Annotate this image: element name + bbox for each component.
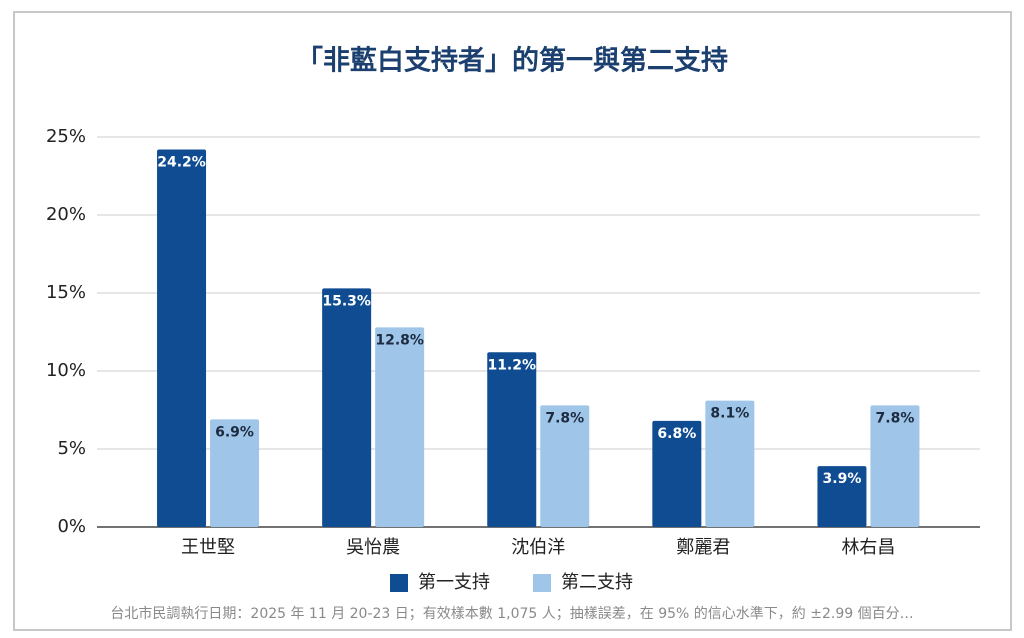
x-tick-label: 沈伯洋 [511, 537, 565, 558]
x-tick-label: 王世堅 [181, 537, 235, 558]
y-tick-label: 25% [46, 126, 86, 147]
y-tick-label: 0% [57, 516, 86, 537]
value-label: 7.8% [545, 410, 584, 426]
value-label: 8.1% [710, 406, 749, 422]
bar [705, 400, 755, 527]
bar [210, 419, 260, 527]
x-tick-label: 林右昌 [841, 537, 895, 558]
y-tick-label: 15% [46, 282, 86, 303]
y-tick-label: 10% [46, 360, 86, 381]
legend-swatch [390, 574, 408, 592]
bar [652, 420, 702, 527]
y-tick-label: 20% [46, 204, 86, 225]
legend-label: 第二支持 [561, 572, 633, 593]
bar [487, 352, 537, 527]
bar [322, 288, 372, 527]
x-tick-label: 鄭麗君 [676, 537, 730, 558]
legend-swatch [533, 574, 551, 592]
bar [157, 149, 207, 528]
value-label: 6.9% [215, 424, 254, 440]
value-label: 6.8% [657, 426, 696, 442]
value-label: 7.8% [876, 410, 915, 426]
footnote: 台北市民調執行日期：2025 年 11 月 20-23 日；有效樣本數 1,07… [110, 605, 913, 622]
legend-label: 第一支持 [418, 572, 490, 593]
y-tick-label: 5% [57, 438, 86, 459]
bar [540, 405, 590, 527]
value-label: 3.9% [823, 471, 862, 487]
value-label: 12.8% [375, 332, 424, 348]
bar [817, 466, 867, 527]
bar [870, 405, 920, 527]
value-label: 24.2% [157, 154, 206, 170]
value-label: 11.2% [487, 357, 536, 373]
bar [375, 327, 425, 527]
value-label: 15.3% [322, 293, 371, 309]
x-tick-label: 吳怡農 [346, 537, 400, 558]
chart-title: 「非藍白支持者」的第一與第二支持 [296, 45, 728, 77]
